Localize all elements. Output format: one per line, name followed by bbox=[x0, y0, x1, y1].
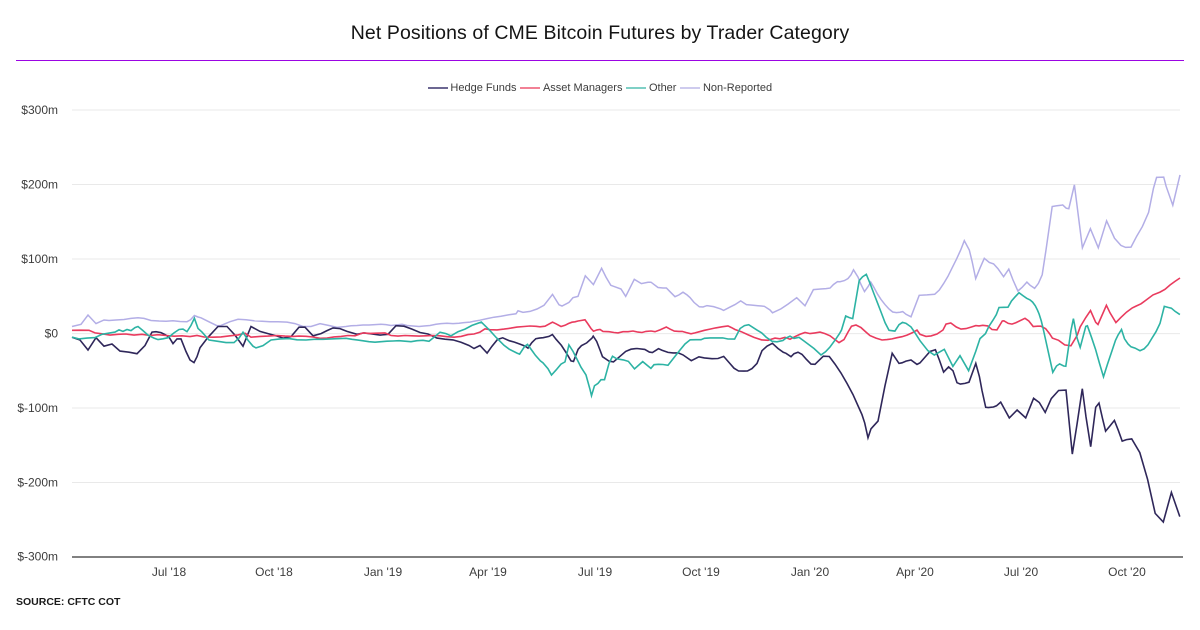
svg-text:Oct '18: Oct '18 bbox=[255, 565, 293, 579]
svg-text:$200m: $200m bbox=[21, 178, 58, 192]
svg-text:$-200m: $-200m bbox=[17, 476, 58, 490]
svg-text:Jan '20: Jan '20 bbox=[791, 565, 830, 579]
svg-text:$300m: $300m bbox=[21, 103, 58, 117]
svg-text:Apr '19: Apr '19 bbox=[469, 565, 507, 579]
svg-text:Jul '19: Jul '19 bbox=[578, 565, 613, 579]
svg-text:Oct '20: Oct '20 bbox=[1108, 565, 1146, 579]
svg-text:Jul '18: Jul '18 bbox=[152, 565, 187, 579]
svg-text:Apr '20: Apr '20 bbox=[896, 565, 934, 579]
svg-text:Oct '19: Oct '19 bbox=[682, 565, 720, 579]
svg-text:$-300m: $-300m bbox=[17, 550, 58, 564]
svg-text:Jul '20: Jul '20 bbox=[1004, 565, 1039, 579]
svg-text:$100m: $100m bbox=[21, 252, 58, 266]
svg-text:$-100m: $-100m bbox=[17, 401, 58, 415]
svg-text:$0: $0 bbox=[45, 327, 59, 341]
svg-text:Jan '19: Jan '19 bbox=[364, 565, 403, 579]
